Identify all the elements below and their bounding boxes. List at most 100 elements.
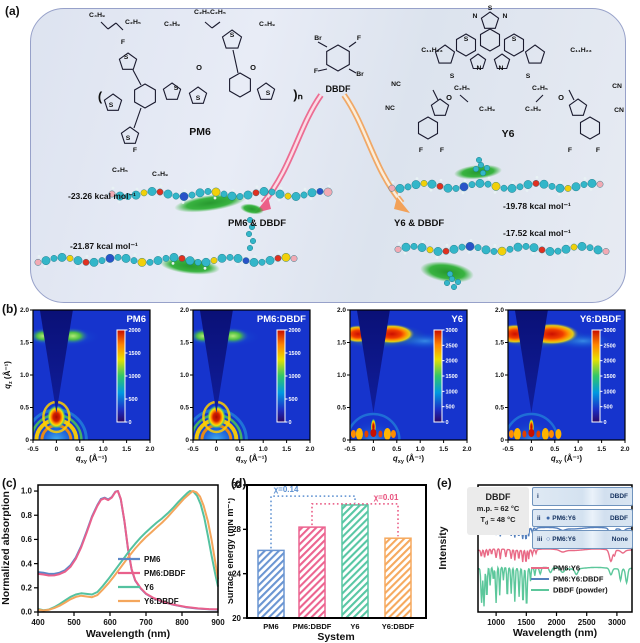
colorbar — [276, 329, 286, 423]
spectrum-curve-PM6:Y6 — [477, 548, 632, 563]
panel-a-label: (a) — [5, 4, 20, 18]
molecule-atom — [50, 255, 58, 262]
hydrogen-atom — [499, 255, 503, 259]
atom-label: S — [174, 85, 179, 92]
hydrogen-atom — [149, 196, 153, 199]
hydrogen-atom — [267, 265, 271, 268]
panel-e-label: (e) — [437, 476, 452, 490]
atom-label: C₄H₉ — [89, 12, 105, 19]
legend-label: PM6 — [144, 555, 161, 564]
atom-label: NC — [385, 105, 395, 112]
molecule-atom — [163, 189, 173, 199]
molecule-atom — [468, 181, 476, 188]
atom-label: Br — [356, 71, 364, 78]
molecule-atom — [555, 183, 565, 193]
molecule-atom — [178, 255, 186, 262]
molecule-atom — [554, 247, 562, 255]
giwaxs-title: Y6 — [451, 314, 463, 325]
molecule-atom — [529, 243, 539, 253]
chi-bracket — [270, 495, 356, 549]
molecule-atom — [108, 190, 116, 198]
bar-category-label: Y6:DBDF — [382, 622, 415, 631]
molecule-atom — [274, 254, 282, 262]
x-tick-label: 3000 — [608, 618, 626, 627]
hydrogen-atom — [517, 239, 521, 243]
y-tick-label: 2.0 — [337, 307, 346, 314]
legend-label: Y6 — [144, 583, 154, 592]
x-tick-label: 1.5 — [597, 446, 606, 453]
giwaxs-title: PM6:DBDF — [257, 314, 306, 325]
molecule-atom — [452, 185, 460, 192]
molecule-atom — [268, 188, 276, 196]
molecule-atom — [410, 243, 418, 250]
molecule-atom — [41, 256, 51, 266]
molecule-atom — [121, 253, 131, 263]
giwaxs-pattern-Y6: 0 500 1000 1500 2000 2500 3000 Y6 — [350, 310, 467, 440]
vial-row-index: i — [537, 492, 539, 500]
atom-label: S — [196, 95, 201, 102]
chemical-ring — [256, 82, 276, 100]
molecule-atom — [258, 258, 266, 266]
missing-wedge — [199, 310, 233, 413]
chemical-bond — [317, 68, 328, 72]
molecule-atom — [217, 253, 227, 263]
colorbar-tick-label: 1500 — [289, 351, 301, 357]
x-tick-label: 1.5 — [439, 446, 448, 453]
molecule-atom — [226, 254, 234, 261]
hydrogen-atom — [487, 176, 491, 180]
bar-Y6:DBDF — [384, 537, 412, 619]
x-tick-label: -0.5 — [344, 446, 356, 453]
hydrogen-atom — [75, 265, 79, 268]
molecule-atom — [449, 244, 459, 254]
atom-label: C₂H₅C₂H₅ — [194, 9, 226, 16]
molecule-atom — [602, 248, 610, 255]
bragg-spot — [536, 430, 541, 438]
chemical-ring — [503, 33, 525, 57]
y-tick-label: 1.0 — [337, 372, 346, 379]
chemical-bond — [132, 69, 142, 86]
beam-hotspot — [206, 405, 226, 429]
molecule-atom — [185, 256, 195, 266]
chemical-ring — [430, 98, 450, 116]
molecule-atom — [307, 188, 317, 198]
y-tick-label: 0 — [25, 437, 29, 444]
hydrogen-atom — [117, 200, 121, 204]
chemical-bond — [204, 21, 213, 29]
colorbar-tick-label: 1000 — [289, 374, 301, 380]
chemical-ring — [417, 116, 439, 140]
colorbar-tick-label: 3000 — [604, 328, 616, 334]
panel-b-giwaxs: 0 500 1000 1500 2000 PM6 -0.5 0 0.5 1.0 1.5 2.0 0 0.5… — [3, 307, 630, 465]
chi-annotation: χ=0.01 — [374, 493, 399, 502]
y-tick-label: 24 — [232, 569, 241, 578]
molecule-atom — [211, 187, 221, 197]
complex-label-pm6-dbdf: PM6 & DBDF — [228, 218, 287, 229]
hydrogen-atom — [213, 196, 217, 200]
molecule-atom — [316, 188, 324, 195]
molecule-atom — [478, 161, 485, 168]
hydrogen-atom — [493, 244, 497, 247]
y-tick-label: 32 — [232, 481, 241, 490]
y-tick-label: 20 — [232, 614, 241, 623]
colorbar-tick-label: 2000 — [446, 359, 458, 365]
bar-category-label: PM6:DBDF — [293, 622, 332, 631]
panel-b-label: (b) — [2, 302, 18, 316]
hydrogen-atom — [43, 265, 47, 269]
atom-label: C₄H₉ — [164, 21, 180, 28]
molecule-atom — [427, 179, 437, 189]
molecule-atom — [249, 257, 259, 267]
x-tick-label: 2.0 — [620, 446, 629, 453]
molecule-atom — [210, 257, 218, 264]
panel-d-label: (d) — [231, 476, 247, 490]
hydrogen-atom — [469, 239, 473, 242]
x-tick-label: 500 — [67, 618, 81, 627]
molecule-atom — [169, 253, 179, 262]
molecule-atom — [465, 242, 475, 251]
chemical-bond — [317, 41, 328, 48]
giwaxs-pattern-PM6:DBDF: 0 500 1000 1500 2000 PM6:DBDF — [193, 310, 310, 440]
hydrogen-atom — [559, 180, 563, 184]
atom-label: C₂H₅ — [112, 167, 128, 174]
chemical-ring — [524, 44, 546, 64]
atom-label: N — [499, 65, 504, 72]
molecule-atom — [516, 183, 524, 191]
nci-green-isosurface — [240, 203, 264, 215]
